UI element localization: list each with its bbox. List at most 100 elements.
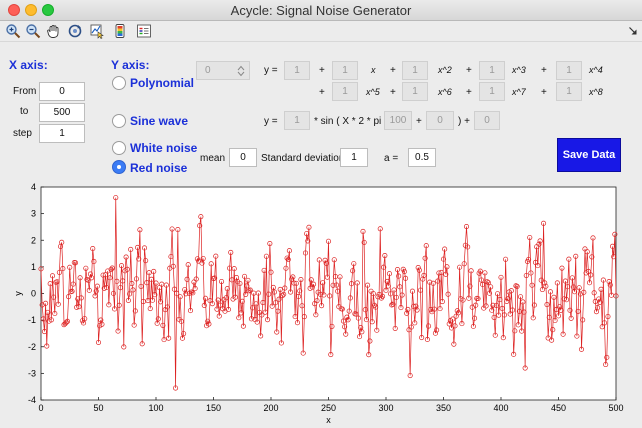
data-point <box>531 302 537 308</box>
poly-coef-3[interactable]: 1 <box>479 61 505 80</box>
a-label: a = <box>384 153 399 164</box>
dock-arrow-icon[interactable] <box>624 22 642 40</box>
mean-input[interactable]: 0 <box>229 148 257 167</box>
data-point <box>529 282 535 288</box>
data-point <box>551 294 557 300</box>
data-cursor-icon[interactable] <box>88 22 106 40</box>
poly-coef-8[interactable]: 1 <box>556 82 582 101</box>
rotate-icon[interactable] <box>66 22 84 40</box>
data-point <box>41 329 48 335</box>
signal-chart[interactable]: 0 50 100 150 200 250 300 350 400 450 500 -4 -3 -2 -1 0 1… <box>0 178 642 428</box>
poly-coef-1[interactable]: 1 <box>332 61 358 80</box>
zoom-window-button[interactable] <box>42 4 54 16</box>
data-point <box>269 303 275 309</box>
data-point <box>344 314 350 320</box>
sine-wave-label[interactable]: Sine wave <box>130 114 189 128</box>
poly-coef-4[interactable]: 1 <box>556 61 582 80</box>
data-point <box>123 254 129 260</box>
close-window-button[interactable] <box>8 4 20 16</box>
data-point <box>416 267 422 273</box>
save-data-button[interactable]: Save Data <box>557 138 621 172</box>
data-point <box>497 297 503 303</box>
sine-period-input[interactable]: 100 <box>384 111 412 130</box>
data-point <box>396 273 402 279</box>
a-coefficient-input[interactable]: 0.5 <box>408 148 436 167</box>
sine-offset-input[interactable]: 0 <box>474 111 500 130</box>
data-point <box>82 316 88 322</box>
x-tick-label: 100 <box>148 403 163 413</box>
x-tick-label: 400 <box>493 403 508 413</box>
data-point <box>109 265 115 271</box>
poly-coef-6[interactable]: 1 <box>402 82 428 101</box>
data-point <box>43 300 49 306</box>
y-tick-label: 0 <box>31 289 36 299</box>
data-point <box>173 385 179 391</box>
data-point <box>55 301 61 307</box>
data-point <box>120 278 126 284</box>
data-point <box>503 256 509 262</box>
sine-phase-input[interactable]: 0 <box>426 111 454 130</box>
data-point <box>558 307 564 313</box>
data-point <box>158 299 164 305</box>
sine-amplitude-input[interactable]: 1 <box>284 111 310 130</box>
data-point <box>370 291 376 297</box>
data-point <box>432 330 439 336</box>
data-point <box>561 296 567 302</box>
poly-coef-0[interactable]: 1 <box>284 61 310 80</box>
zoom-in-icon[interactable] <box>4 22 22 40</box>
minimize-window-button[interactable] <box>25 4 37 16</box>
radio-white-noise[interactable] <box>112 141 126 155</box>
data-point <box>112 306 118 312</box>
data-point <box>183 291 189 297</box>
window-title: Acycle: Signal Noise Generator <box>230 3 412 18</box>
data-point <box>127 291 133 297</box>
radio-sine-wave[interactable] <box>112 114 126 128</box>
data-point <box>471 315 478 321</box>
data-point <box>470 323 476 329</box>
data-point <box>544 301 550 308</box>
data-point <box>313 312 319 318</box>
x-from-input[interactable]: 0 <box>39 82 85 101</box>
data-point <box>367 338 373 344</box>
polynomial-label[interactable]: Polynomial <box>130 76 195 90</box>
data-point <box>554 280 560 286</box>
mean-label: mean <box>200 153 226 164</box>
radio-red-noise[interactable] <box>112 160 126 174</box>
data-point <box>530 315 536 321</box>
data-point <box>392 325 398 331</box>
poly-coef-7[interactable]: 1 <box>479 82 505 101</box>
data-point <box>550 327 556 333</box>
polynomial-degree-stepper[interactable]: 0 <box>196 61 250 80</box>
data-point <box>91 258 97 264</box>
data-point <box>340 318 347 324</box>
data-point <box>237 280 243 287</box>
white-noise-label[interactable]: White noise <box>130 141 198 155</box>
term-x7: x^7 <box>512 87 526 97</box>
x-step-input[interactable]: 1 <box>39 124 85 143</box>
data-point <box>504 298 510 304</box>
data-point <box>277 286 283 292</box>
data-point <box>382 253 388 259</box>
poly-coef-5[interactable]: 1 <box>332 82 358 101</box>
zoom-out-icon[interactable] <box>24 22 42 40</box>
poly-coef-2[interactable]: 1 <box>402 61 428 80</box>
x-to-input[interactable]: 500 <box>39 103 85 122</box>
data-point <box>64 318 71 324</box>
red-noise-label[interactable]: Red noise <box>130 161 188 175</box>
data-point <box>603 361 609 368</box>
data-point <box>374 327 380 333</box>
data-point <box>264 317 271 323</box>
data-point <box>205 318 211 324</box>
data-point <box>284 255 290 261</box>
data-point <box>420 276 426 282</box>
std-dev-input[interactable]: 1 <box>340 148 368 167</box>
pan-hand-icon[interactable] <box>45 22 63 40</box>
radio-polynomial[interactable] <box>112 76 126 90</box>
data-point <box>347 295 353 301</box>
data-point <box>599 324 605 330</box>
data-point <box>240 323 246 329</box>
data-point <box>492 332 498 338</box>
colorbar-icon[interactable] <box>111 22 129 40</box>
legend-icon[interactable] <box>135 22 153 40</box>
data-point <box>101 285 107 291</box>
